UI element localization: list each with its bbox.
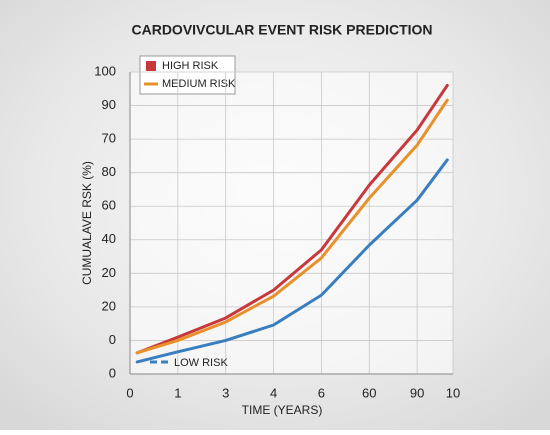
chart-title: CARDOVIVCULAR EVENT RISK PREDICTION <box>131 22 432 38</box>
y-tick-label: 20 <box>102 265 116 280</box>
legend-label: HIGH RISK <box>162 60 219 72</box>
y-axis-label: CUMUALAVE RSK (%) <box>80 161 94 285</box>
y-tick-label: 40 <box>102 231 116 246</box>
y-tick-label: 90 <box>102 97 116 112</box>
y-tick-label: 100 <box>94 63 116 78</box>
x-tick-label: 60 <box>362 385 376 400</box>
series-line <box>135 158 449 364</box>
y-tick-label: 70 <box>102 131 116 146</box>
series-line <box>135 83 449 355</box>
y-tick-label: 0 <box>109 365 116 380</box>
x-tick-label: 6 <box>318 385 325 400</box>
x-tick-label: 4 <box>270 385 277 400</box>
y-tick-label: 60 <box>102 198 116 213</box>
series-line <box>135 98 449 355</box>
plot-area <box>130 72 453 374</box>
legend-label: MEDIUM RISK <box>162 78 236 90</box>
legend-swatch <box>146 61 156 71</box>
x-tick-label: 0 <box>126 385 133 400</box>
legend-label: LOW RISK <box>174 357 228 369</box>
legend: HIGH RISK MEDIUM RISK <box>139 55 236 95</box>
x-tick-label: 90 <box>410 385 424 400</box>
x-tick-label: 10 <box>446 385 460 400</box>
y-tick-label: 80 <box>102 164 116 179</box>
x-tick-label: 1 <box>174 385 181 400</box>
x-tick-label: 3 <box>222 385 229 400</box>
y-tick-label: 0 <box>109 332 116 347</box>
y-tick-label: 20 <box>102 298 116 313</box>
x-axis-label: TIME (YEARS) <box>242 403 323 417</box>
